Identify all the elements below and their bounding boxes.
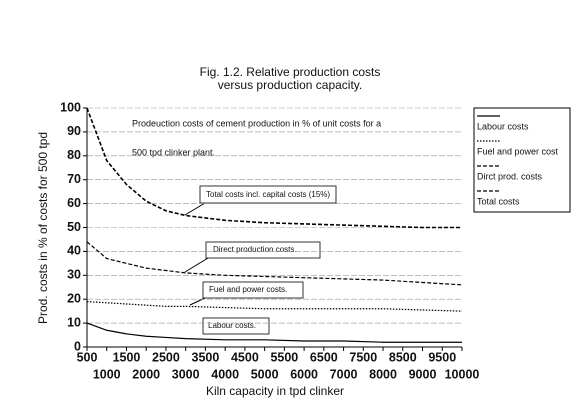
x-tick-label: 500 xyxy=(77,350,98,364)
annotation: Prodeuction costs of cement production i… xyxy=(132,118,381,128)
series-line xyxy=(86,322,462,343)
x-tick-label: 10000 xyxy=(445,367,480,381)
x-tick-label: 3000 xyxy=(172,367,200,381)
annotation: Fuel and power costs. xyxy=(209,285,287,294)
x-tick-label: 9000 xyxy=(409,367,437,381)
series-line xyxy=(86,107,462,229)
y-tick-label: 40 xyxy=(67,244,81,258)
y-tick-label: 0 xyxy=(74,339,81,353)
chart-title: Fig. 1.2. Relative production costs xyxy=(200,65,381,79)
y-tick-label: 60 xyxy=(67,196,81,210)
x-tick-label: 9500 xyxy=(428,350,456,364)
x-tick-label: 4000 xyxy=(211,367,239,381)
legend-label: Labour costs xyxy=(477,121,529,131)
chart-title: versus production capacity. xyxy=(218,78,363,92)
x-tick-label: 1000 xyxy=(93,367,121,381)
x-axis-label: Kiln capacity in tpd clinker xyxy=(206,384,344,398)
series-line xyxy=(86,241,463,286)
x-tick-label: 7000 xyxy=(330,367,358,381)
x-tick-label: 4500 xyxy=(231,350,259,364)
x-tick-label: 1500 xyxy=(113,350,141,364)
x-tick-label: 2000 xyxy=(132,367,160,381)
y-tick-label: 10 xyxy=(67,315,81,329)
legend-box xyxy=(473,107,571,213)
x-tick-label: 5500 xyxy=(270,350,298,364)
series-line xyxy=(86,300,463,312)
y-tick-label: 90 xyxy=(67,124,81,138)
x-tick-label: 7500 xyxy=(349,350,377,364)
annotation: Labour costs. xyxy=(208,321,256,330)
leader xyxy=(184,202,206,216)
x-tick-label: 6500 xyxy=(310,350,338,364)
legend-label: Total costs xyxy=(477,196,520,206)
annotation-box xyxy=(202,281,304,299)
annotation: Total costs incl. capital costs (15%) xyxy=(206,190,330,199)
y-tick-label: 20 xyxy=(67,291,81,305)
x-tick-label: 8500 xyxy=(389,350,417,364)
y-tick-label: 50 xyxy=(67,220,81,234)
y-tick-label: 70 xyxy=(67,172,81,186)
annotation-box xyxy=(199,185,337,204)
y-tick-label: 100 xyxy=(60,100,81,114)
annotation: 500 tpd clinker plant. xyxy=(132,147,215,157)
x-tick-label: 3500 xyxy=(192,350,220,364)
annotation-box xyxy=(205,241,321,259)
legend-label: Fuel and power cost xyxy=(477,146,559,156)
y-axis-label: Prod. costs in % of costs for 500 tpd xyxy=(36,132,50,324)
x-tick-label: 6000 xyxy=(290,367,318,381)
x-tick-label: 2500 xyxy=(152,350,180,364)
x-tick-label: 8000 xyxy=(369,367,397,381)
legend-label: Dirct prod. costs xyxy=(477,171,543,181)
y-tick-label: 80 xyxy=(67,148,81,162)
annotation-box xyxy=(202,317,270,335)
x-tick-label: 5000 xyxy=(251,367,279,381)
annotation: Direct production costs. xyxy=(213,245,297,254)
leader xyxy=(184,257,209,273)
y-tick-label: 30 xyxy=(67,268,81,282)
